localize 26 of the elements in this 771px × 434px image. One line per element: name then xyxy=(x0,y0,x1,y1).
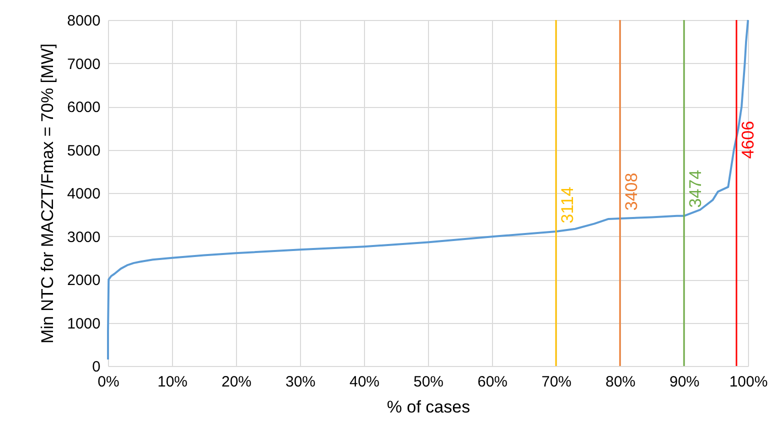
x-tick-label: 70% xyxy=(541,374,572,390)
y-axis-title: Min NTC for MACZT/Fmax = 70% [MW] xyxy=(38,44,58,344)
annotation: 4606 xyxy=(738,120,758,159)
y-tick-label: 6000 xyxy=(67,99,100,116)
x-tick-label: 100% xyxy=(729,374,768,390)
y-tick-label: 4000 xyxy=(67,186,100,202)
x-tick-label: 90% xyxy=(669,374,700,390)
y-tick-label: 0 xyxy=(92,358,100,376)
x-tick-label: 40% xyxy=(349,374,380,390)
x-tick-label: 30% xyxy=(285,374,316,390)
annotation: 3408 xyxy=(622,172,641,211)
annotation: 3114 xyxy=(558,186,577,224)
annotation: 3474 xyxy=(686,170,705,208)
y-tick-label: 5000 xyxy=(67,142,100,160)
x-tick-label: 20% xyxy=(221,374,252,390)
y-tick-label: 1000 xyxy=(67,315,100,332)
x-axis-title: % of cases xyxy=(386,398,470,416)
x-tick-label: 0% xyxy=(98,374,120,390)
y-tick-label: 7000 xyxy=(67,56,100,73)
x-tick-label: 60% xyxy=(477,374,508,390)
y-tick-label: 3000 xyxy=(67,228,100,246)
x-tick-label: 10% xyxy=(157,374,188,390)
x-tick-label: 50% xyxy=(413,374,444,390)
y-tick-label: 2000 xyxy=(67,272,100,289)
y-tick-label: 8000 xyxy=(67,12,100,30)
x-tick-label: 80% xyxy=(605,374,636,390)
